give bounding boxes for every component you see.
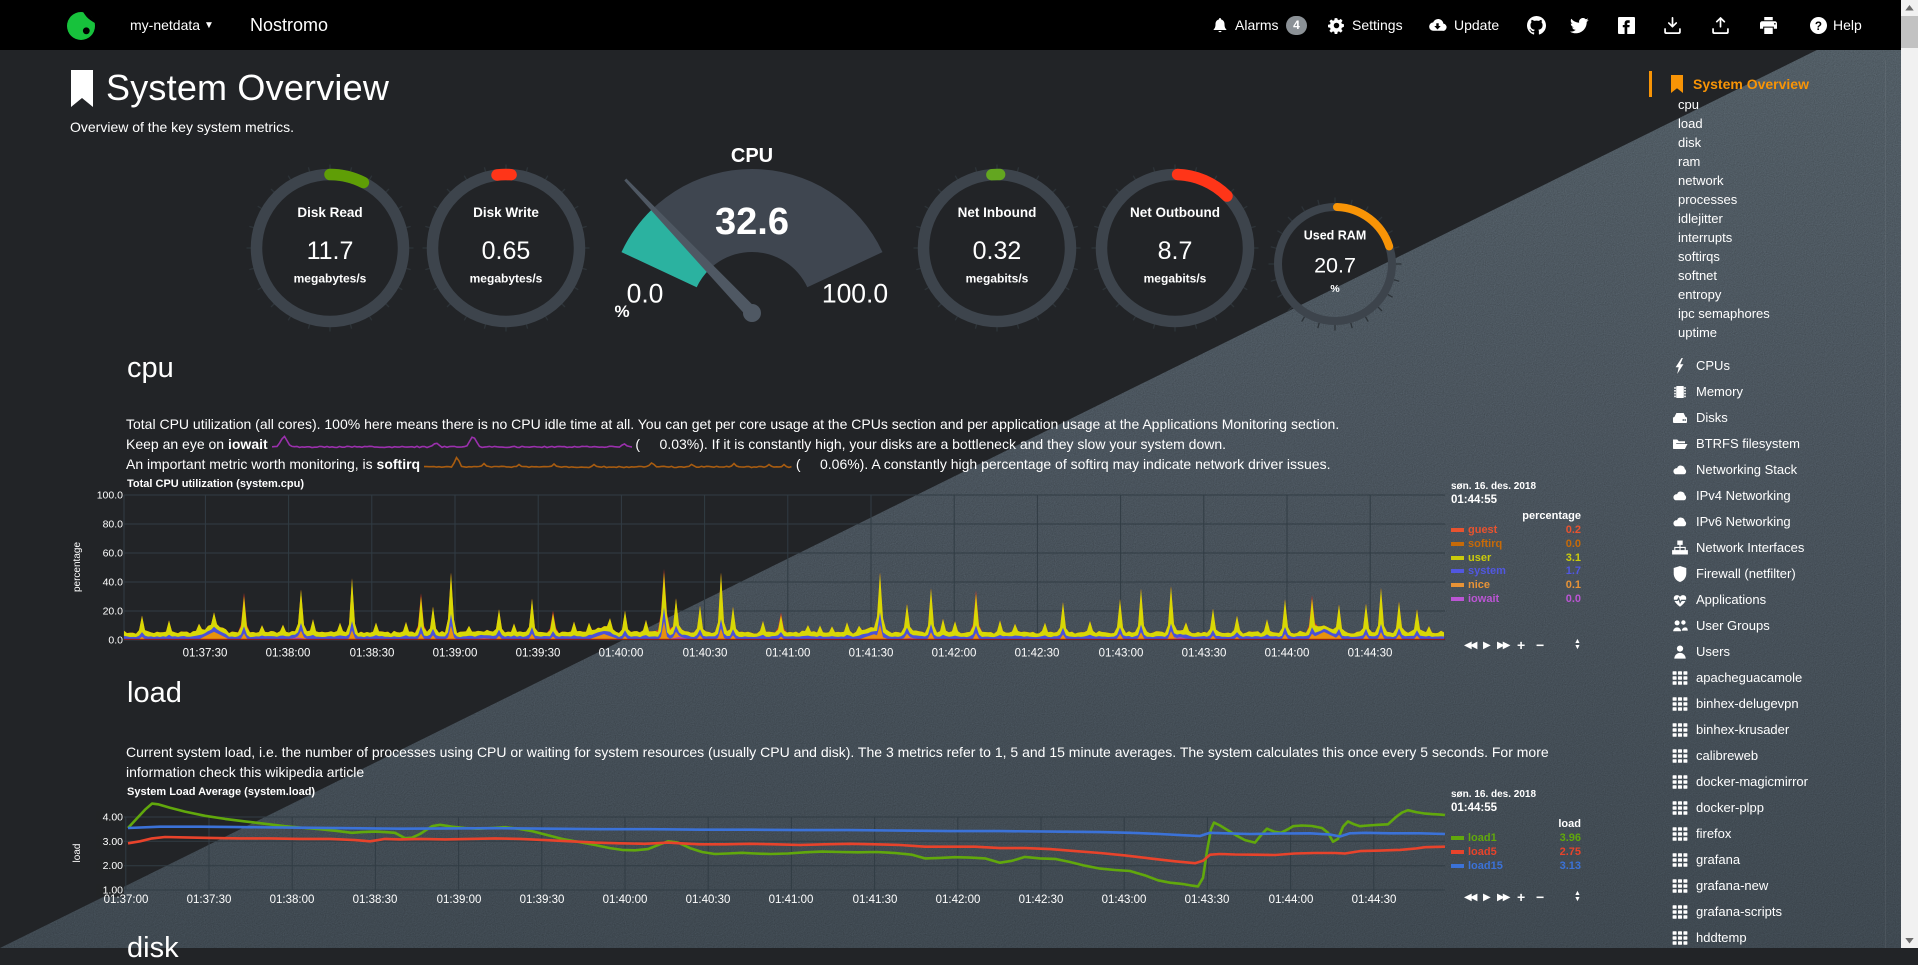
svg-text:01:42:00: 01:42:00 xyxy=(936,894,981,906)
svg-text:01:41:30: 01:41:30 xyxy=(853,894,898,906)
svg-text:8.7: 8.7 xyxy=(1158,237,1193,265)
svg-text:01:41:00: 01:41:00 xyxy=(766,648,811,660)
svg-text:40.0: 40.0 xyxy=(103,577,124,589)
svg-text:80.0: 80.0 xyxy=(103,519,124,531)
svg-text:01:42:30: 01:42:30 xyxy=(1019,894,1064,906)
svg-text:4.00: 4.00 xyxy=(103,812,124,824)
svg-text:01:39:30: 01:39:30 xyxy=(516,648,561,660)
svg-text:01:40:30: 01:40:30 xyxy=(686,894,731,906)
svg-text:01:40:00: 01:40:00 xyxy=(603,894,648,906)
svg-text:0.0: 0.0 xyxy=(627,279,664,309)
svg-text:01:39:00: 01:39:00 xyxy=(437,894,482,906)
svg-text:load: load xyxy=(72,844,83,863)
svg-text:100.0: 100.0 xyxy=(822,279,888,309)
svg-text:01:40:00: 01:40:00 xyxy=(599,648,644,660)
svg-text:0.0: 0.0 xyxy=(108,635,123,647)
svg-text:32.6: 32.6 xyxy=(715,201,789,243)
svg-text:megabits/s: megabits/s xyxy=(966,272,1029,286)
svg-text:2.00: 2.00 xyxy=(103,860,124,872)
svg-text:01:42:30: 01:42:30 xyxy=(1015,648,1060,660)
svg-text:0.65: 0.65 xyxy=(482,237,531,265)
svg-text:Disk Read: Disk Read xyxy=(297,205,362,220)
svg-text:1.00: 1.00 xyxy=(103,885,124,897)
svg-text:01:38:00: 01:38:00 xyxy=(266,648,311,660)
svg-text:01:37:30: 01:37:30 xyxy=(183,648,228,660)
svg-text:megabits/s: megabits/s xyxy=(1144,272,1207,286)
svg-text:01:38:30: 01:38:30 xyxy=(353,894,398,906)
svg-text:01:42:00: 01:42:00 xyxy=(932,648,977,660)
svg-text:3.00: 3.00 xyxy=(103,836,124,848)
svg-text:01:43:00: 01:43:00 xyxy=(1102,894,1147,906)
svg-text:20.7: 20.7 xyxy=(1314,254,1356,278)
svg-text:01:44:30: 01:44:30 xyxy=(1348,648,1393,660)
svg-text:Net Inbound: Net Inbound xyxy=(958,205,1037,220)
svg-text:01:39:30: 01:39:30 xyxy=(520,894,565,906)
svg-text:11.7: 11.7 xyxy=(307,237,354,265)
svg-text:01:43:30: 01:43:30 xyxy=(1182,648,1227,660)
svg-text:01:44:30: 01:44:30 xyxy=(1352,894,1397,906)
svg-text:Disk Write: Disk Write xyxy=(473,205,539,220)
svg-text:0.32: 0.32 xyxy=(973,237,1022,265)
svg-text:01:41:00: 01:41:00 xyxy=(769,894,814,906)
svg-text:%: % xyxy=(614,302,629,321)
svg-text:%: % xyxy=(1330,283,1340,295)
svg-text:CPU: CPU xyxy=(731,145,773,167)
svg-text:01:43:00: 01:43:00 xyxy=(1099,648,1144,660)
svg-text:01:39:00: 01:39:00 xyxy=(433,648,478,660)
svg-text:01:38:00: 01:38:00 xyxy=(270,894,315,906)
svg-text:20.0: 20.0 xyxy=(103,606,124,618)
svg-text:100.0: 100.0 xyxy=(97,490,123,502)
svg-text:01:38:30: 01:38:30 xyxy=(350,648,395,660)
svg-text:60.0: 60.0 xyxy=(103,548,124,560)
svg-text:01:43:30: 01:43:30 xyxy=(1185,894,1230,906)
svg-text:?: ? xyxy=(1815,19,1822,32)
svg-text:01:44:00: 01:44:00 xyxy=(1269,894,1314,906)
svg-text:01:44:00: 01:44:00 xyxy=(1265,648,1310,660)
svg-text:percentage: percentage xyxy=(72,542,83,592)
svg-text:Net Outbound: Net Outbound xyxy=(1130,205,1220,220)
svg-text:megabytes/s: megabytes/s xyxy=(294,272,367,286)
svg-text:01:40:30: 01:40:30 xyxy=(683,648,728,660)
svg-text:01:41:30: 01:41:30 xyxy=(849,648,894,660)
svg-text:megabytes/s: megabytes/s xyxy=(470,272,543,286)
svg-text:01:37:00: 01:37:00 xyxy=(104,894,149,906)
svg-text:Used RAM: Used RAM xyxy=(1304,229,1367,243)
svg-text:01:37:30: 01:37:30 xyxy=(187,894,232,906)
